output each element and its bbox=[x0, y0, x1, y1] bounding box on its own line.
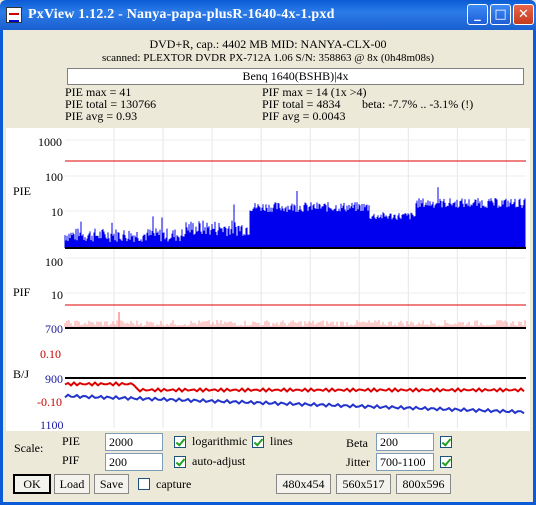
window-title: PxView 1.12.2 - Nanya-papa-plusR-1640-4x… bbox=[28, 7, 335, 22]
pie-tick-10: 10 bbox=[51, 205, 63, 219]
capture-checkbox[interactable] bbox=[138, 478, 150, 490]
lines-label: lines bbox=[270, 434, 293, 448]
jitter-line bbox=[64, 393, 525, 415]
pie-tick-1000: 1000 bbox=[38, 135, 62, 149]
minimize-button[interactable]: _ bbox=[467, 4, 488, 25]
pie-scale-input[interactable]: 2000 bbox=[105, 433, 163, 451]
pif-avg-stat: PIF avg = 0.0043 bbox=[262, 109, 346, 123]
pie-max-stat: PIE max = 41 bbox=[65, 85, 132, 99]
size-480x454-button[interactable]: 480x454 bbox=[276, 474, 331, 494]
window-frame-right bbox=[533, 30, 536, 505]
window-frame-left bbox=[0, 30, 3, 505]
disc-info-line2: scanned: PLEXTOR DVDR PX-712A 1.06 S/N: … bbox=[102, 52, 434, 64]
maximize-button[interactable]: □ bbox=[490, 4, 511, 25]
pif-tick-100: 100 bbox=[45, 255, 63, 269]
title-bar: PxView 1.12.2 - Nanya-papa-plusR-1640-4x… bbox=[0, 0, 536, 30]
size-560x517-button[interactable]: 560x517 bbox=[336, 474, 391, 494]
pie-axis-title: PIE bbox=[13, 184, 31, 198]
beta-checkbox[interactable] bbox=[440, 436, 452, 448]
pie-tick-100: 100 bbox=[45, 170, 63, 184]
capture-label: capture bbox=[156, 477, 192, 491]
pif-scale-input[interactable]: 200 bbox=[105, 453, 163, 471]
pif-tick-10: 10 bbox=[51, 288, 63, 302]
beta-scale-input[interactable]: 200 bbox=[376, 433, 434, 451]
pif-total-stat: PIF total = 4834 bbox=[262, 97, 341, 111]
save-button[interactable]: Save bbox=[94, 474, 129, 494]
graph-panel: PIE 1000 100 10 PIF 100 10 700 0.10 B/J … bbox=[6, 128, 530, 432]
jitter-scale-input[interactable]: 700-1100 bbox=[376, 453, 434, 471]
lines-checkbox[interactable] bbox=[252, 436, 264, 448]
beta-scale-label: Beta bbox=[346, 436, 368, 450]
auto-adjust-label: auto-adjust bbox=[192, 454, 246, 468]
jitter-scale-label: Jitter bbox=[346, 455, 370, 469]
jitter-tick-1100: 1100 bbox=[40, 418, 64, 432]
pif-max-stat: PIF max = 14 (1x >4) bbox=[262, 85, 367, 99]
bj-axis-title: B/J bbox=[13, 367, 30, 381]
beta-line bbox=[64, 381, 525, 393]
size-800x596-button[interactable]: 800x596 bbox=[396, 474, 451, 494]
pie-avg-stat: PIE avg = 0.93 bbox=[65, 109, 138, 123]
jitter-tick-900: 900 bbox=[45, 372, 63, 386]
auto-adjust-checkbox[interactable] bbox=[174, 456, 186, 468]
pif-scale-label: PIF bbox=[62, 453, 80, 467]
disc-info-line1: DVD+R, cap.: 4402 MB MID: NANYA-CLX-00 bbox=[149, 37, 387, 51]
window-frame-bottom bbox=[0, 502, 536, 505]
close-button[interactable]: ✕ bbox=[513, 4, 534, 25]
drive-name-box: Benq 1640(BSHB)|4x bbox=[67, 68, 524, 85]
logarithmic-label: logarithmic bbox=[192, 434, 248, 448]
jitter-checkbox[interactable] bbox=[440, 456, 452, 468]
beta-range-stat: beta: -7.7% .. -3.1% (!) bbox=[362, 97, 474, 111]
load-button[interactable]: Load bbox=[54, 474, 90, 494]
scale-label: Scale: bbox=[14, 441, 44, 455]
pif-axis-title: PIF bbox=[13, 285, 31, 299]
pie-scale-label: PIE bbox=[62, 434, 80, 448]
scan-plot bbox=[64, 128, 526, 428]
beta-tick-neg: -0.10 bbox=[37, 395, 62, 409]
ok-button[interactable]: OK bbox=[13, 474, 51, 494]
beta-tick-pos: 0.10 bbox=[40, 347, 61, 361]
pie-total-stat: PIE total = 130766 bbox=[65, 97, 157, 111]
app-icon bbox=[6, 7, 22, 23]
jitter-tick-700: 700 bbox=[45, 322, 63, 336]
logarithmic-checkbox[interactable] bbox=[174, 436, 186, 448]
